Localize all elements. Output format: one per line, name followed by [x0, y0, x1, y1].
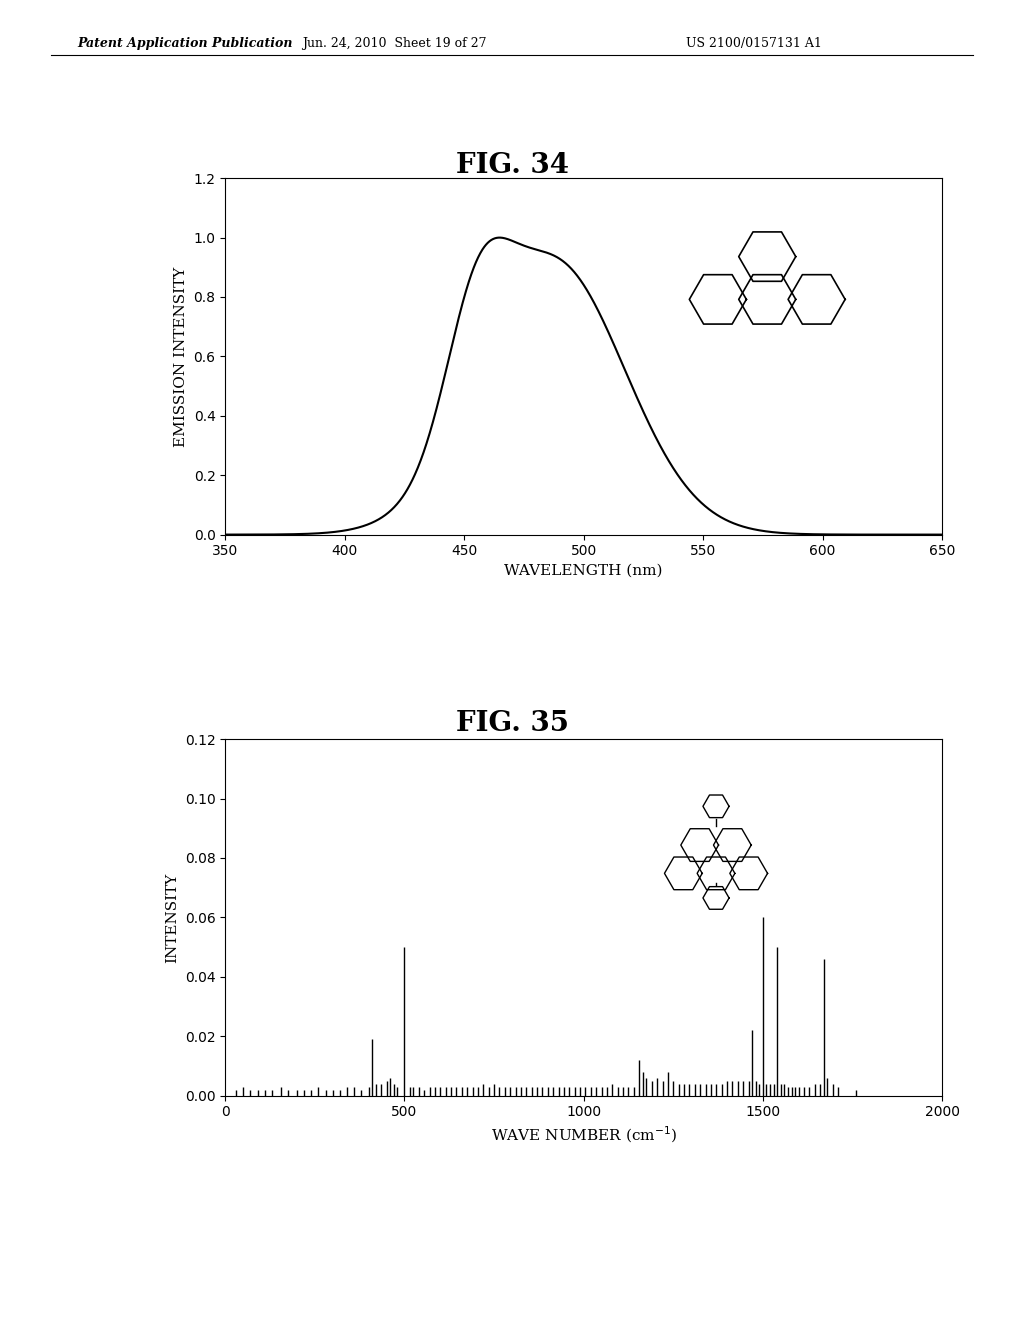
Text: Patent Application Publication: Patent Application Publication — [77, 37, 292, 50]
Y-axis label: EMISSION INTENSITY: EMISSION INTENSITY — [174, 267, 188, 446]
Y-axis label: INTENSITY: INTENSITY — [165, 873, 179, 962]
Text: FIG. 35: FIG. 35 — [456, 710, 568, 737]
Text: Jun. 24, 2010  Sheet 19 of 27: Jun. 24, 2010 Sheet 19 of 27 — [302, 37, 486, 50]
X-axis label: WAVE NUMBER (cm$^{-1}$): WAVE NUMBER (cm$^{-1}$) — [490, 1125, 677, 1146]
Text: US 2100/0157131 A1: US 2100/0157131 A1 — [686, 37, 822, 50]
Text: FIG. 34: FIG. 34 — [456, 152, 568, 178]
X-axis label: WAVELENGTH (nm): WAVELENGTH (nm) — [505, 564, 663, 578]
